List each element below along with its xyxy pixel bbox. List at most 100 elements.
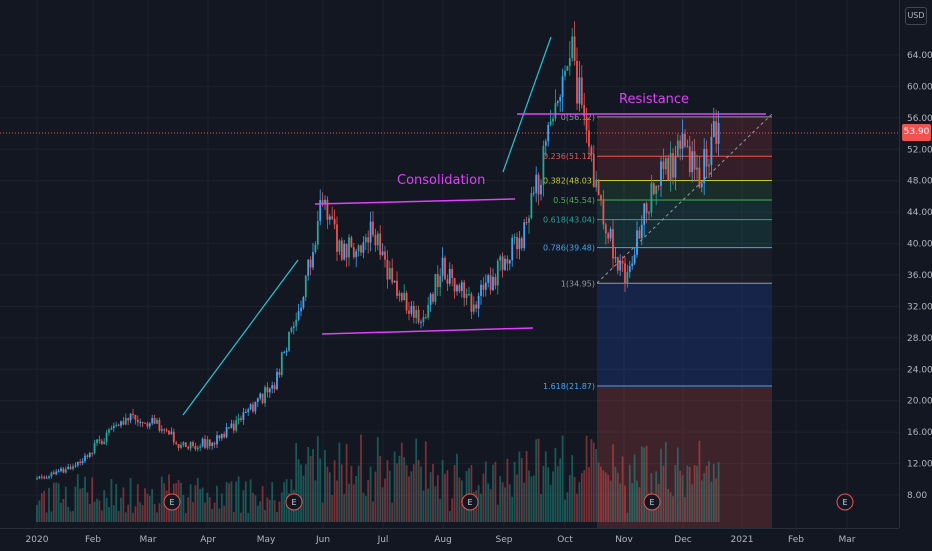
candle-body [667,158,670,180]
volume-bar [38,500,41,522]
earnings-marker[interactable] [285,493,303,511]
volume-bar [705,465,708,522]
x-tick-label: Apr [200,535,216,545]
earnings-marker[interactable] [836,493,854,511]
trendline-spring[interactable] [182,259,299,416]
volume-bar [698,440,701,522]
volume-bar [501,482,504,522]
volume-bar [408,476,410,522]
candle-body [76,461,79,466]
candle-body [36,478,38,480]
candle-body [319,200,322,221]
volume-bar [506,458,509,522]
x-tick-label: Mar [839,535,856,545]
candle-body [266,387,269,393]
earnings-marker[interactable] [461,493,479,511]
candle-body [513,237,516,239]
candle-body [465,294,468,298]
volume-bar [424,441,427,522]
candle-body [614,257,617,259]
volume-bar [333,460,336,522]
volume-bar [379,455,382,522]
volume-bar [410,471,413,522]
candle-body [415,310,418,318]
candle-body [698,167,701,188]
candle-body [386,259,389,280]
volume-bar [129,477,132,522]
volume-bar [494,461,497,522]
volume-bar [434,486,437,522]
volume-bar [604,472,607,522]
candle-body [352,247,355,258]
candle-body [573,36,576,61]
volume-bar [712,463,715,522]
candle-body [57,471,60,473]
candle-body [170,431,173,435]
candle-body [120,421,122,426]
candle-body [417,310,420,323]
candle-body [38,476,41,479]
volume-bar [103,490,106,522]
candle-body [652,183,655,194]
fib-zone [597,219,772,248]
candle-body [338,240,341,252]
candles [36,21,720,481]
candle-body [412,305,415,318]
candle-body [480,284,482,296]
candle-body [326,199,329,220]
volume-bar [134,506,137,522]
candle-body [372,221,374,235]
volume-bar [79,488,82,522]
volume-bar [297,459,300,522]
volume-bar [708,461,710,522]
volume-bar [496,504,499,522]
volume-bar [345,444,348,522]
x-tick-label: Feb [788,535,804,545]
earnings-marker[interactable] [163,493,181,511]
candle-body [612,229,614,259]
volume-bars [36,434,720,522]
fib-level-label: 0.618(43.04) [543,216,595,225]
volume-bar [98,500,101,522]
earnings-marker[interactable] [643,493,661,511]
volume-bar [273,500,276,522]
volume-bar [492,464,494,522]
candle-body [396,280,398,296]
drawings[interactable]: Consolidation Resistance [182,36,773,416]
volume-bar [122,487,125,522]
candle-body [230,423,233,428]
candle-body [268,388,271,393]
time-axis[interactable] [0,528,899,551]
volume-bar [446,470,449,522]
volume-bar [518,451,521,522]
candle-body [499,256,502,261]
volume-bar [463,502,466,522]
volume-bar [170,501,173,522]
fibonacci-retracement[interactable]: 0(56.12) 0.236(51.12) 0.382(48.03) 0.5(45.5… [543,113,772,528]
volume-bar [372,501,374,522]
candle-body [508,260,511,264]
candle-body [295,319,298,327]
volume-bar [412,464,415,522]
consolidation-bottom-line[interactable] [321,327,534,335]
candle-body [504,258,506,270]
fib-level-label: 0.786(39.48) [543,244,595,253]
candle-body [108,429,110,433]
candle-body [141,422,144,424]
candle-body [453,277,456,292]
candle-body [182,442,185,445]
trendline-september[interactable] [502,36,552,173]
price-axis[interactable] [899,0,932,528]
volume-bar [72,510,74,522]
volume-bar [218,508,221,522]
currency-button[interactable]: USD [905,7,927,25]
consolidation-top-line[interactable] [314,198,516,205]
candle-body [201,438,204,447]
volume-bar [91,477,94,522]
volume-bar [520,458,523,522]
candle-body [549,121,552,125]
candle-body [540,184,542,195]
candle-body [693,151,696,170]
